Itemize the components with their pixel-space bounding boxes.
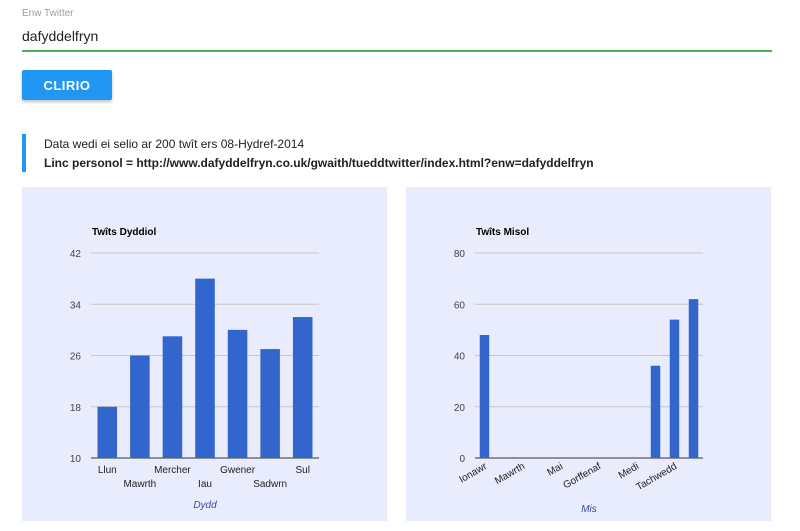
x-tick-label: Gwener (220, 465, 256, 476)
y-tick-label: 20 (454, 403, 466, 414)
x-tick-label: Iau (198, 479, 212, 490)
bar-tachwedd (669, 319, 680, 458)
bar-gwener (227, 329, 248, 458)
y-tick-label: 60 (454, 300, 466, 311)
x-tick-label: Mai (546, 461, 565, 479)
bar-sadwrn (260, 349, 280, 458)
monthly-tweets-chart-panel: Twîts Misol 0 20 40 60 80 Ionawr Mawrth Mai Gorff… (406, 187, 771, 521)
y-tick-label: 10 (70, 454, 82, 465)
y-tick-label: 80 (454, 249, 466, 260)
bar-mercher (162, 336, 183, 458)
x-tick-label: Llun (98, 465, 117, 476)
chart-title: Twîts Misol (476, 227, 529, 238)
x-axis-label: Mis (581, 504, 597, 515)
info-personal-link: Linc personol = http://www.dafyddelfryn.… (44, 156, 594, 170)
chart-title: Twîts Dyddiol (92, 227, 156, 238)
x-axis-label: Dydd (193, 500, 217, 511)
bar-mawrth (130, 355, 150, 458)
info-callout: Data wedi ei selio ar 200 twît ers 08-Hy… (22, 134, 782, 172)
daily-tweets-chart-panel: Twîts Dyddiol 10 18 26 34 42 Llun Mawrth Mercher… (22, 187, 387, 521)
clear-button[interactable]: CLIRIO (22, 70, 112, 100)
twitter-name-label: Enw Twitter (22, 8, 74, 19)
x-tick-label: Gorffenaf (562, 461, 604, 491)
x-tick-label: Mercher (154, 465, 191, 476)
daily-tweets-chart: Twîts Dyddiol 10 18 26 34 42 Llun Mawrth Mercher… (70, 227, 319, 511)
x-tick-label: Medi (617, 461, 641, 481)
y-tick-label: 0 (459, 454, 465, 465)
y-tick-label: 42 (70, 249, 82, 260)
info-data-note: Data wedi ei selio ar 200 twît ers 08-Hy… (44, 137, 305, 151)
y-tick-label: 18 (70, 403, 82, 414)
bar-sul (292, 317, 313, 458)
x-tick-label: Sul (295, 465, 309, 476)
x-tick-label: Tachwedd (635, 461, 679, 493)
bar-hydref (650, 365, 661, 458)
x-tick-label: Sadwrn (253, 479, 287, 490)
bar-ionawr (479, 335, 490, 458)
x-tick-label: Mawrth (123, 479, 156, 490)
bar-llun (97, 406, 118, 458)
y-tick-label: 40 (454, 352, 466, 363)
bar-iau (195, 278, 215, 458)
y-tick-label: 34 (70, 300, 82, 311)
y-tick-label: 26 (70, 352, 82, 363)
x-tick-label: Mawrth (493, 461, 527, 487)
bar-rhagfyr (688, 299, 699, 458)
twitter-name-input[interactable] (22, 22, 772, 52)
